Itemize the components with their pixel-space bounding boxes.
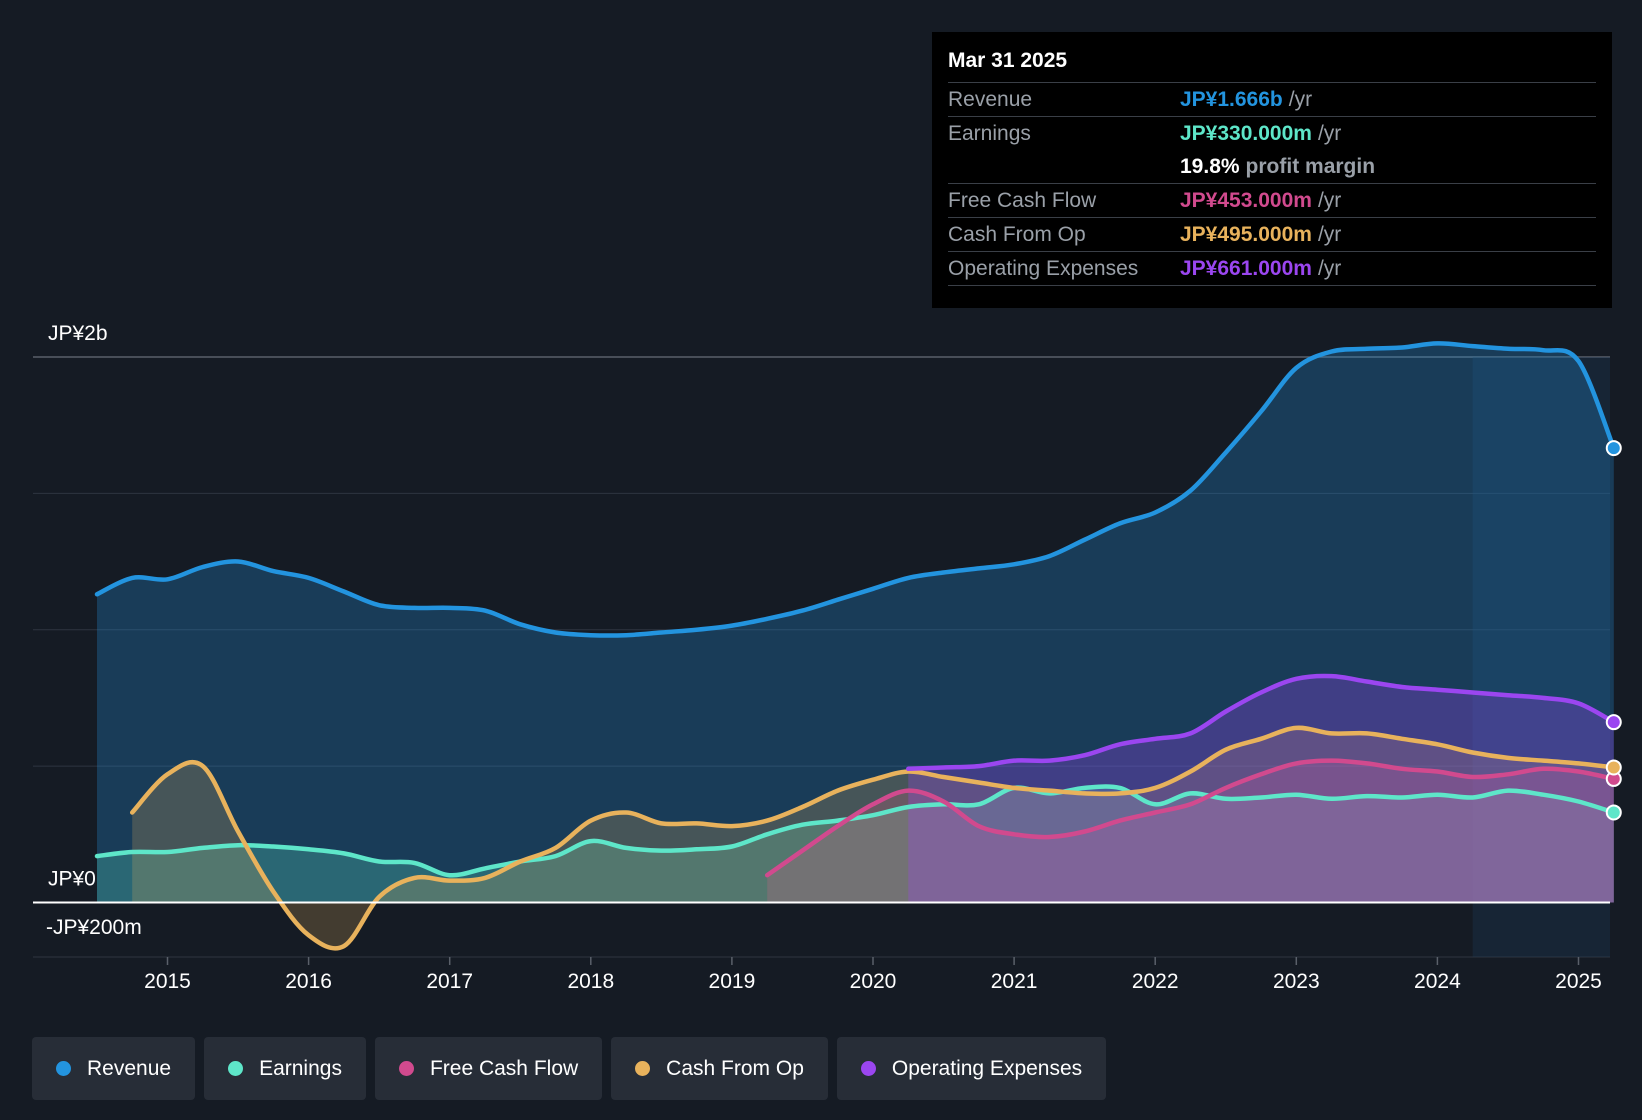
y-label-zero: JP¥0 — [48, 867, 96, 890]
cfo-endpoint[interactable] — [1605, 759, 1622, 776]
fcf-line — [764, 758, 1617, 878]
x-tick-label: 2018 — [567, 970, 614, 993]
legend-item-revenue[interactable]: Revenue — [32, 1037, 196, 1100]
tooltip-label: Operating Expenses — [948, 257, 1139, 280]
tooltip-row-revenue: Revenue JP¥1.666b /yr — [948, 83, 1596, 117]
legend-label: Cash From Op — [666, 1056, 804, 1080]
revenue-area — [97, 343, 1614, 903]
tooltip-row-cfo: Cash From Op JP¥495.000m /yr — [948, 218, 1596, 252]
legend-label: Operating Expenses — [891, 1056, 1083, 1080]
tooltip-unit: profit margin — [1245, 155, 1376, 178]
series-areas — [97, 343, 1614, 949]
earnings-area — [97, 786, 1614, 903]
tooltip-date: Mar 31 2025 — [948, 46, 1596, 83]
tooltip-unit: /yr — [1317, 257, 1342, 280]
tooltip-value: JP¥661.000m — [1180, 257, 1312, 280]
chart: 2015 2016 2017 2018 2019 2020 2021 2022 2023 2024… — [33, 322, 1622, 993]
earnings-endpoint[interactable] — [1605, 804, 1622, 821]
x-tick-label: 2025 — [1555, 970, 1602, 993]
legend-label: Free Cash Flow — [429, 1056, 579, 1080]
legend-item-opex[interactable]: Operating Expenses — [836, 1037, 1107, 1100]
tooltip-unit: /yr — [1317, 223, 1342, 246]
opex-endpoint[interactable] — [1605, 714, 1622, 731]
tooltip-unit: /yr — [1317, 122, 1342, 145]
tooltip: Mar 31 2025 Revenue JP¥1.666b /yr Earnin… — [932, 32, 1612, 308]
revenue-line — [94, 341, 1617, 638]
opex-area — [908, 675, 1614, 903]
legend-dot-icon — [56, 1061, 71, 1076]
x-tick-label: 2017 — [426, 970, 473, 993]
forecast-band — [1472, 357, 1610, 957]
tooltip-label: Free Cash Flow — [948, 189, 1097, 212]
opex-line — [906, 673, 1617, 772]
tooltip-row-earnings: Earnings JP¥330.000m /yr — [948, 117, 1596, 150]
legend: Revenue Earnings Free Cash Flow Cash Fro… — [32, 1037, 1115, 1100]
series-lines — [94, 341, 1617, 951]
x-tick-label: 2021 — [991, 970, 1038, 993]
legend-dot-icon — [635, 1061, 651, 1076]
legend-dot-icon — [860, 1061, 876, 1076]
legend-dot-icon — [228, 1061, 244, 1076]
tooltip-row-fcf: Free Cash Flow JP¥453.000m /yr — [948, 184, 1596, 218]
series-endpoints — [1605, 440, 1622, 821]
y-label-top: JP¥2b — [48, 322, 108, 345]
y-label-bottom: -JP¥200m — [46, 916, 142, 939]
tooltip-value: JP¥330.000m — [1180, 122, 1312, 145]
tooltip-label — [948, 150, 1180, 183]
legend-label: Revenue — [87, 1056, 172, 1080]
x-tick-label: 2015 — [144, 970, 191, 993]
tooltip-label: Cash From Op — [948, 223, 1086, 246]
x-tick-label: 2020 — [850, 970, 897, 993]
tooltip-value: JP¥1.666b — [1180, 88, 1283, 111]
x-tick-label: 2024 — [1414, 970, 1461, 993]
tooltip-value: 19.8% — [1180, 155, 1240, 178]
tooltip-unit: /yr — [1288, 88, 1313, 111]
grid-lines — [33, 356, 1610, 958]
revenue-endpoint[interactable] — [1605, 440, 1622, 457]
tooltip-row-profit-margin: 19.8% profit margin — [948, 150, 1596, 184]
earnings-line — [94, 784, 1617, 878]
tooltip-value: JP¥453.000m — [1180, 189, 1312, 212]
legend-item-cfo[interactable]: Cash From Op — [611, 1037, 828, 1100]
tooltip-row-opex: Operating Expenses JP¥661.000m /yr — [948, 252, 1596, 286]
x-tick-label: 2016 — [285, 970, 332, 993]
tooltip-label: Earnings — [948, 122, 1031, 145]
cfo-line — [129, 725, 1617, 951]
x-tick-label: 2022 — [1132, 970, 1179, 993]
legend-label: Earnings — [259, 1056, 342, 1080]
tooltip-label: Revenue — [948, 88, 1033, 111]
legend-item-fcf[interactable]: Free Cash Flow — [374, 1037, 603, 1100]
x-axis-ticks: 2015 2016 2017 2018 2019 2020 2021 2022 2023 2024… — [144, 957, 1602, 993]
legend-item-earnings[interactable]: Earnings — [204, 1037, 366, 1100]
tooltip-unit: /yr — [1317, 189, 1342, 212]
x-tick-label: 2019 — [709, 970, 756, 993]
x-tick-label: 2023 — [1273, 970, 1320, 993]
tooltip-value: JP¥495.000m — [1180, 223, 1312, 246]
legend-dot-icon — [398, 1061, 414, 1076]
